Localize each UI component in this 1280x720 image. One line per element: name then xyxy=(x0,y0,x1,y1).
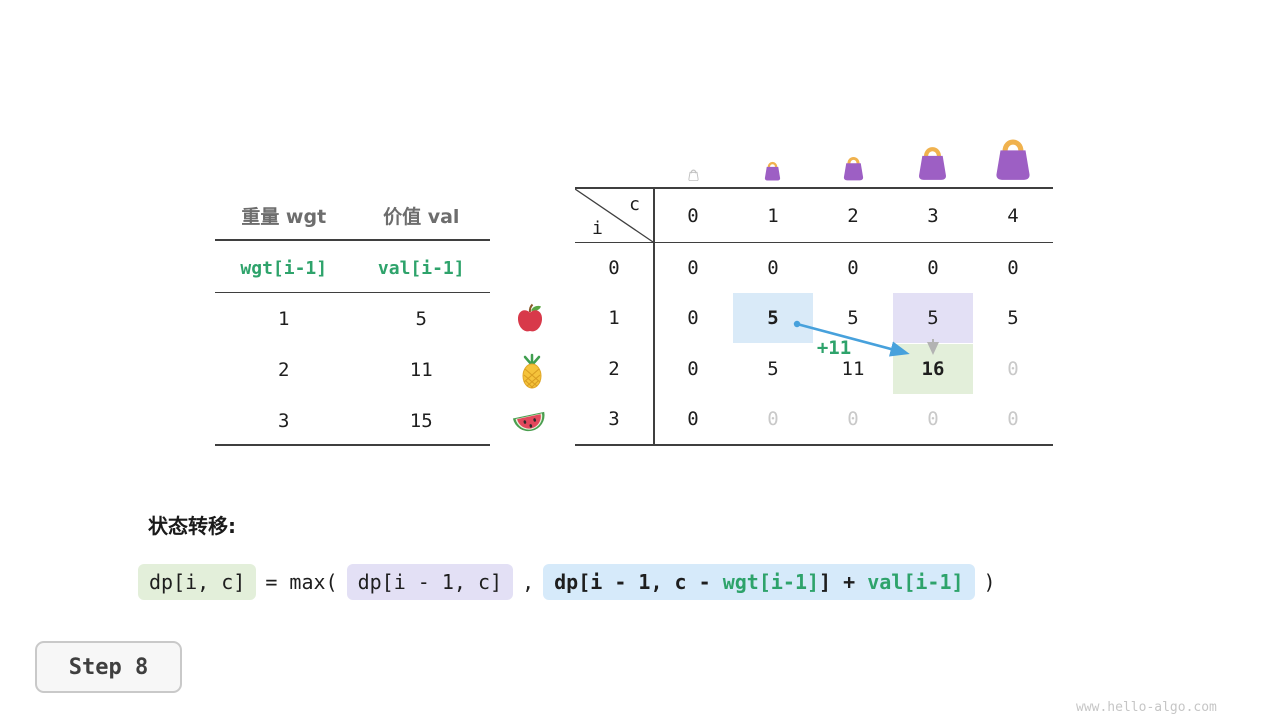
item-row-3: 3 15 xyxy=(215,396,490,446)
dp-cell-r0c0: 0 xyxy=(687,257,699,279)
dp-col-header-3: 3 xyxy=(927,205,939,227)
formula-option2-part: ] + xyxy=(819,570,868,594)
dp-cell-r3c3: 0 xyxy=(927,408,939,430)
item-3-weight: 3 xyxy=(278,410,290,432)
items-formula-row: wgt[i-1] val[i-1] xyxy=(215,243,490,293)
formula-wgt-term: wgt[i-1] xyxy=(722,570,820,594)
divider xyxy=(215,444,490,446)
step-badge: Step 8 xyxy=(35,641,182,693)
dp-col-header-2: 2 xyxy=(847,205,859,227)
item-3-value: 15 xyxy=(409,410,433,432)
formula-val-term: val[i-1] xyxy=(867,570,964,594)
formula-option2-chip: dp[i - 1, c - wgt[i-1]] + val[i-1] xyxy=(543,564,975,600)
bag-icon-empty xyxy=(687,167,700,181)
pineapple-icon xyxy=(517,353,547,389)
divider xyxy=(575,187,1053,189)
dp-cell-r2c1: 5 xyxy=(767,358,779,380)
items-table-header: 重量 wgt 价值 val xyxy=(215,190,490,240)
bag-icon-large xyxy=(914,140,951,181)
value-col-header: 价值 val xyxy=(383,205,460,228)
dp-cell-r2c4: 0 xyxy=(1007,358,1019,380)
bag-icon-medium xyxy=(840,152,867,181)
dp-cell-r1c4: 5 xyxy=(1007,307,1019,329)
item-1-value: 5 xyxy=(415,308,427,330)
transition-formula: dp[i, c] = max( dp[i - 1, c] , dp[i - 1,… xyxy=(138,561,996,603)
formula-option1-chip: dp[i - 1, c] xyxy=(346,564,514,600)
dp-cell-r3c0: 0 xyxy=(687,408,699,430)
item-row-1: 1 5 xyxy=(215,294,490,344)
dp-cell-r3c4: 0 xyxy=(1007,408,1019,430)
divider xyxy=(215,292,490,293)
apple-icon xyxy=(514,303,546,335)
formula-lhs-chip: dp[i, c] xyxy=(138,564,257,600)
item-2-weight: 2 xyxy=(278,359,290,381)
transition-title: 状态转移: xyxy=(148,514,236,538)
dp-col-header-4: 4 xyxy=(1007,205,1019,227)
item-1-weight: 1 xyxy=(278,308,290,330)
val-formula-label: val[i-1] xyxy=(377,257,465,279)
weight-col-header: 重量 wgt xyxy=(241,205,327,228)
watermelon-icon xyxy=(512,406,548,438)
dp-cell-r1c1-source-highlight: 5 xyxy=(733,293,813,343)
formula-close-paren: ) xyxy=(983,570,996,594)
dp-col-header-1: 1 xyxy=(767,205,779,227)
dp-cell-r2c0: 0 xyxy=(687,358,699,380)
dp-cell-r1c0: 0 xyxy=(687,307,699,329)
dp-col-header-0: 0 xyxy=(687,205,699,227)
dp-row-header-3: 3 xyxy=(608,408,620,430)
dp-cell-r2c3-current-highlight: 16 xyxy=(893,344,973,394)
item-row-2: 2 11 xyxy=(215,345,490,395)
dp-row-header-0: 0 xyxy=(608,257,620,279)
dp-cell-r0c4: 0 xyxy=(1007,257,1019,279)
divider xyxy=(653,187,655,445)
site-watermark: www.hello-algo.com xyxy=(1076,700,1217,715)
dp-corner-cell: c i xyxy=(575,189,653,243)
arrow-value-label: +11 xyxy=(816,337,852,359)
wgt-formula-label: wgt[i-1] xyxy=(240,257,328,279)
dp-row-header-2: 2 xyxy=(608,358,620,380)
divider xyxy=(215,239,490,241)
corner-item-var: i xyxy=(592,218,603,239)
dp-cell-r3c2: 0 xyxy=(847,408,859,430)
item-2-value: 11 xyxy=(409,359,433,381)
dp-cell-r0c3: 0 xyxy=(927,257,939,279)
dp-cell-r2c2: 11 xyxy=(841,358,865,380)
formula-option2-part: dp[i - 1, c - xyxy=(554,570,723,594)
dp-cell-r0c2: 0 xyxy=(847,257,859,279)
formula-comma: , xyxy=(522,570,535,594)
formula-equals-max: = max( xyxy=(265,570,338,594)
dp-cell-r0c1: 0 xyxy=(767,257,779,279)
bag-icon-xlarge xyxy=(990,131,1036,181)
dp-cell-r1c3-above-highlight: 5 xyxy=(893,293,973,343)
dp-cell-r3c1: 0 xyxy=(767,408,779,430)
bag-icon-small xyxy=(762,158,783,181)
dp-cell-r1c2: 5 xyxy=(847,307,859,329)
corner-capacity-var: c xyxy=(629,194,640,215)
divider xyxy=(575,444,1053,446)
divider xyxy=(575,242,1053,243)
dp-row-header-1: 1 xyxy=(608,307,620,329)
